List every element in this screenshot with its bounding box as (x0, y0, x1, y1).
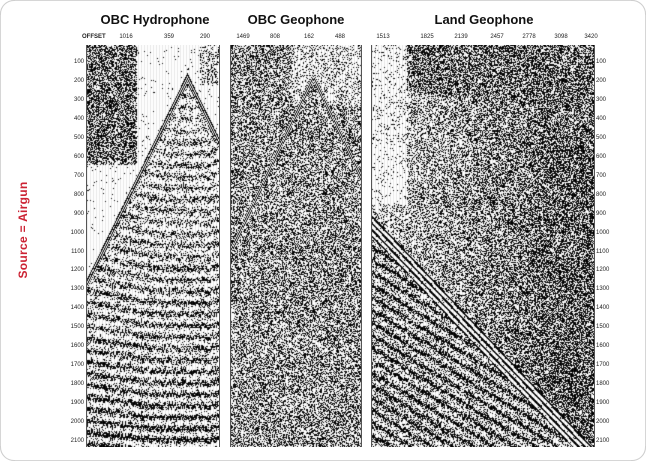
time-tick-label: 900 (73, 210, 84, 217)
time-tick-label: 1100 (71, 248, 84, 255)
time-tick-label: 1600 (70, 343, 84, 350)
time-tick-label: 1400 (70, 305, 84, 312)
time-tick-label: 1700 (70, 362, 84, 369)
offset-value: 3098 (554, 34, 568, 40)
time-tick-label: 100 (596, 59, 607, 65)
time-tick-label: 1900 (596, 400, 610, 407)
time-tick-label: 1900 (70, 400, 84, 407)
seismic-gather-obc-geophone (230, 45, 362, 447)
offset-value: 162 (303, 34, 315, 40)
time-tick-label: 1800 (70, 381, 84, 388)
offset-value: 488 (334, 34, 346, 40)
frame-corner-bottom-left (0, 446, 15, 461)
time-tick-label: 100 (73, 59, 84, 65)
time-tick-label: 1200 (70, 267, 84, 274)
time-tick-label: 900 (596, 210, 607, 217)
offset-value: 290 (199, 34, 211, 40)
time-tick-label: 2100 (70, 438, 84, 444)
time-tick-label: 1700 (596, 362, 610, 369)
time-tick-label: 1000 (596, 229, 610, 236)
time-tick-label: 700 (596, 172, 607, 179)
panel-title-obc-geophone: OBC Geophone (247, 12, 345, 27)
offset-value: 1469 (236, 34, 250, 40)
time-tick-label: 300 (73, 96, 84, 103)
offset-value: 2139 (454, 34, 468, 40)
time-tick-label: 1800 (596, 381, 610, 388)
offset-value: 1016 (119, 34, 133, 40)
offset-value: 359 (163, 34, 175, 40)
offset-value: 808 (269, 34, 281, 40)
time-tick-label: 1100 (596, 248, 609, 255)
time-tick-label: 2100 (596, 438, 610, 444)
time-tick-label: 200 (73, 77, 84, 84)
frame-corner-top-right (631, 0, 646, 15)
time-tick-label: 300 (596, 96, 607, 103)
time-tick-label: 500 (596, 134, 607, 141)
frame-corner-top-left (0, 0, 15, 15)
panel-title-land-geophone: Land Geophone (434, 12, 534, 27)
time-tick-label: 1300 (596, 286, 610, 293)
time-tick-label: 600 (596, 153, 607, 160)
offset-value: 1513 (376, 34, 390, 40)
time-tick-label: 2000 (70, 419, 84, 426)
time-tick-label: 800 (73, 191, 84, 198)
offset-axis-label: OFFSET (82, 34, 106, 40)
offset-value: 2457 (490, 34, 504, 40)
offset-value: 1825 (420, 34, 434, 40)
time-tick-label: 1400 (596, 305, 610, 312)
frame-corner-bottom-right (631, 446, 646, 461)
time-tick-label: 400 (73, 115, 84, 122)
time-tick-label: 2000 (596, 419, 610, 426)
time-tick-label: 1500 (70, 324, 84, 331)
time-tick-label: 1200 (596, 267, 610, 274)
time-tick-label: 1500 (596, 324, 610, 331)
time-tick-label: 1000 (70, 229, 84, 236)
time-tick-label: 600 (73, 153, 84, 160)
offset-value: 3420 (584, 34, 598, 40)
source-label: Source = Airgun (16, 181, 30, 279)
time-tick-label: 700 (73, 172, 84, 179)
seismic-gather-land-geophone (371, 45, 595, 447)
time-tick-label: 200 (596, 77, 607, 84)
time-tick-label: 500 (73, 134, 84, 141)
time-tick-label: 1300 (70, 286, 84, 293)
time-tick-label: 1600 (596, 343, 610, 350)
panel-title-obc-hydrophone: OBC Hydrophone (100, 12, 210, 27)
seismic-gather-obc-hydrophone (86, 45, 220, 447)
time-tick-label: 400 (596, 115, 607, 122)
offset-value: 2778 (522, 34, 536, 40)
time-tick-label: 800 (596, 191, 607, 198)
